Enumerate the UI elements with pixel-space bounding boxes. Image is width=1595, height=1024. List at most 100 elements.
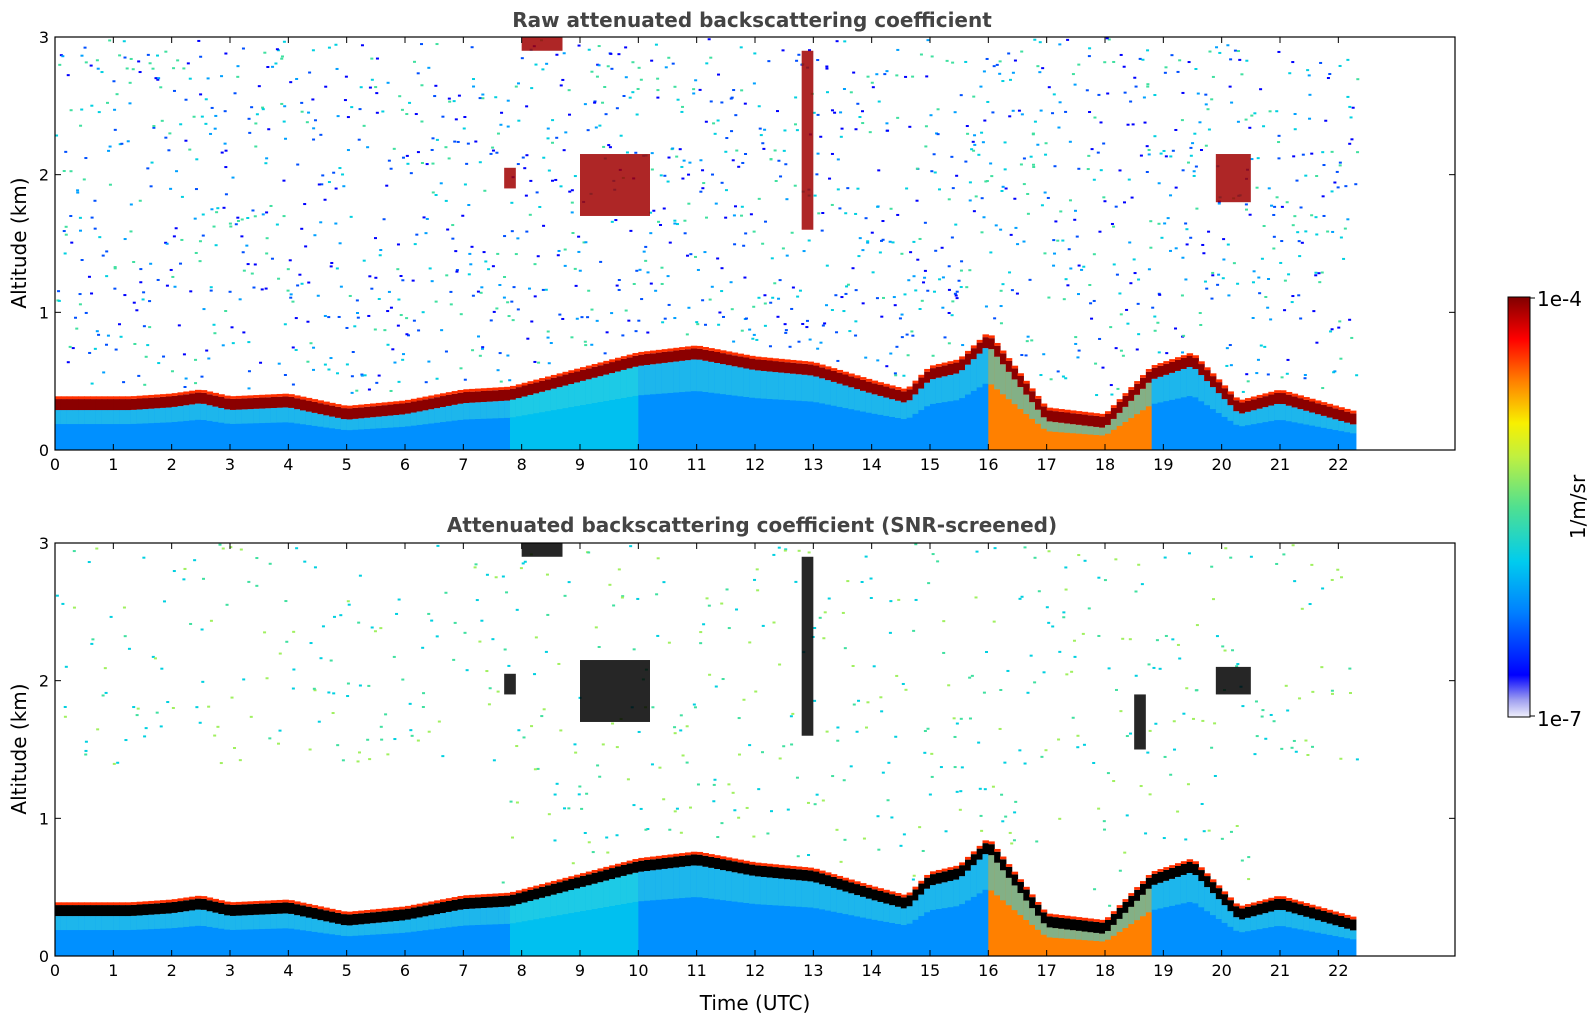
- noise-pixel: [699, 642, 703, 645]
- noise-pixel: [1349, 116, 1353, 119]
- noise-pixel: [1339, 357, 1343, 360]
- cloud-layer-cell: [1233, 903, 1240, 907]
- noise-pixel: [172, 67, 176, 70]
- noise-pixel: [892, 296, 896, 299]
- noise-pixel: [194, 358, 198, 361]
- cloud-layer-cell: [615, 863, 622, 867]
- boundary-layer-cell: [982, 348, 989, 384]
- boundary-layer-cell: [1280, 404, 1287, 421]
- boundary-layer-cell: [976, 353, 984, 388]
- boundary-layer-cell: [1309, 412, 1316, 450]
- boundary-layer-cell: [1309, 918, 1316, 956]
- boundary-layer-cell: [1081, 931, 1089, 956]
- noise-pixel: [864, 555, 868, 558]
- noise-pixel: [1122, 65, 1126, 68]
- cloud-layer-cell: [1169, 361, 1176, 373]
- noise-pixel: [1043, 252, 1047, 255]
- boundary-layer-cell: [189, 404, 196, 421]
- noise-pixel: [615, 107, 619, 110]
- noise-pixel: [101, 254, 105, 257]
- boundary-layer-cell: [620, 369, 628, 450]
- noise-pixel: [1020, 50, 1024, 53]
- boundary-layer-cell: [510, 905, 517, 956]
- cloud-layer-cell: [924, 874, 931, 878]
- cloud-layer-cell: [276, 393, 284, 397]
- noise-pixel: [574, 284, 578, 287]
- noise-pixel: [530, 87, 534, 90]
- noise-pixel: [770, 257, 774, 260]
- boundary-layer-cell: [550, 388, 558, 411]
- boundary-layer-cell: [994, 862, 1001, 956]
- cloud-layer-cell: [976, 845, 984, 849]
- noise-pixel: [1092, 253, 1096, 256]
- noise-pixel: [431, 191, 435, 194]
- boundary-layer-cell: [760, 370, 768, 399]
- noise-pixel: [104, 691, 108, 694]
- boundary-layer-cell: [860, 390, 867, 450]
- noise-pixel: [224, 310, 228, 313]
- boundary-layer-cell: [393, 921, 400, 934]
- noise-pixel: [498, 352, 502, 355]
- boundary-layer-cell: [107, 916, 114, 931]
- boundary-layer-cell: [638, 871, 645, 902]
- boundary-layer-cell: [475, 402, 482, 420]
- boundary-layer-cell: [457, 403, 464, 450]
- cloud-layer-cell: [428, 395, 435, 399]
- noise-pixel: [1181, 91, 1185, 94]
- cloud-layer-cell: [1029, 391, 1036, 403]
- noise-pixel: [587, 551, 591, 554]
- noise-pixel: [865, 726, 869, 729]
- cloud-layer-cell: [492, 896, 499, 908]
- noise-pixel: [667, 641, 671, 644]
- noise-pixel: [346, 682, 350, 685]
- boundary-layer-cell: [1175, 370, 1182, 399]
- y-tick-label: 1: [39, 809, 49, 828]
- boundary-layer-cell: [340, 419, 348, 450]
- boundary-layer-cell: [673, 867, 680, 956]
- noise-pixel: [1195, 207, 1199, 210]
- noise-pixel: [278, 652, 282, 655]
- noise-pixel: [733, 809, 737, 812]
- cloud-layer-cell: [475, 391, 482, 403]
- cloud-layer-cell: [941, 362, 949, 366]
- noise-pixel: [255, 584, 259, 587]
- cloud-layer-cell: [416, 906, 424, 918]
- noise-pixel: [338, 167, 342, 170]
- noise-pixel: [255, 113, 259, 116]
- noise-pixel: [397, 598, 401, 601]
- noise-pixel: [876, 359, 880, 362]
- noise-pixel: [730, 308, 734, 311]
- cloud-layer-cell: [358, 404, 365, 408]
- noise-pixel: [925, 75, 929, 78]
- boundary-layer-cell: [346, 925, 354, 937]
- noise-pixel: [606, 851, 610, 854]
- noise-pixel: [968, 717, 972, 720]
- boundary-layer-cell: [737, 873, 744, 903]
- noise-pixel: [702, 182, 706, 185]
- noise-pixel: [1211, 598, 1215, 601]
- noise-pixel: [789, 715, 793, 718]
- noise-pixel: [610, 67, 614, 70]
- boundary-layer-cell: [585, 379, 593, 405]
- noise-pixel: [511, 319, 515, 322]
- cloud-layer-cell: [1087, 921, 1094, 933]
- noise-pixel: [1299, 206, 1303, 209]
- noise-pixel: [659, 223, 663, 226]
- noise-pixel: [1098, 337, 1102, 340]
- noise-pixel: [1129, 100, 1133, 103]
- noise-pixel: [188, 148, 192, 151]
- boundary-layer-cell: [580, 886, 587, 956]
- noise-pixel: [954, 223, 958, 226]
- cloud-layer-cell: [860, 885, 867, 897]
- cloud-layer-cell: [1221, 388, 1229, 400]
- noise-pixel: [709, 56, 713, 59]
- boundary-layer-cell: [1204, 887, 1211, 956]
- noise-pixel: [754, 690, 758, 693]
- boundary-layer-cell: [416, 917, 424, 931]
- boundary-layer-cell: [597, 376, 604, 450]
- noise-pixel: [474, 563, 478, 566]
- noise-pixel: [300, 101, 304, 104]
- noise-pixel: [1328, 73, 1332, 76]
- noise-pixel: [740, 205, 744, 208]
- cloud-layer-cell: [970, 851, 978, 855]
